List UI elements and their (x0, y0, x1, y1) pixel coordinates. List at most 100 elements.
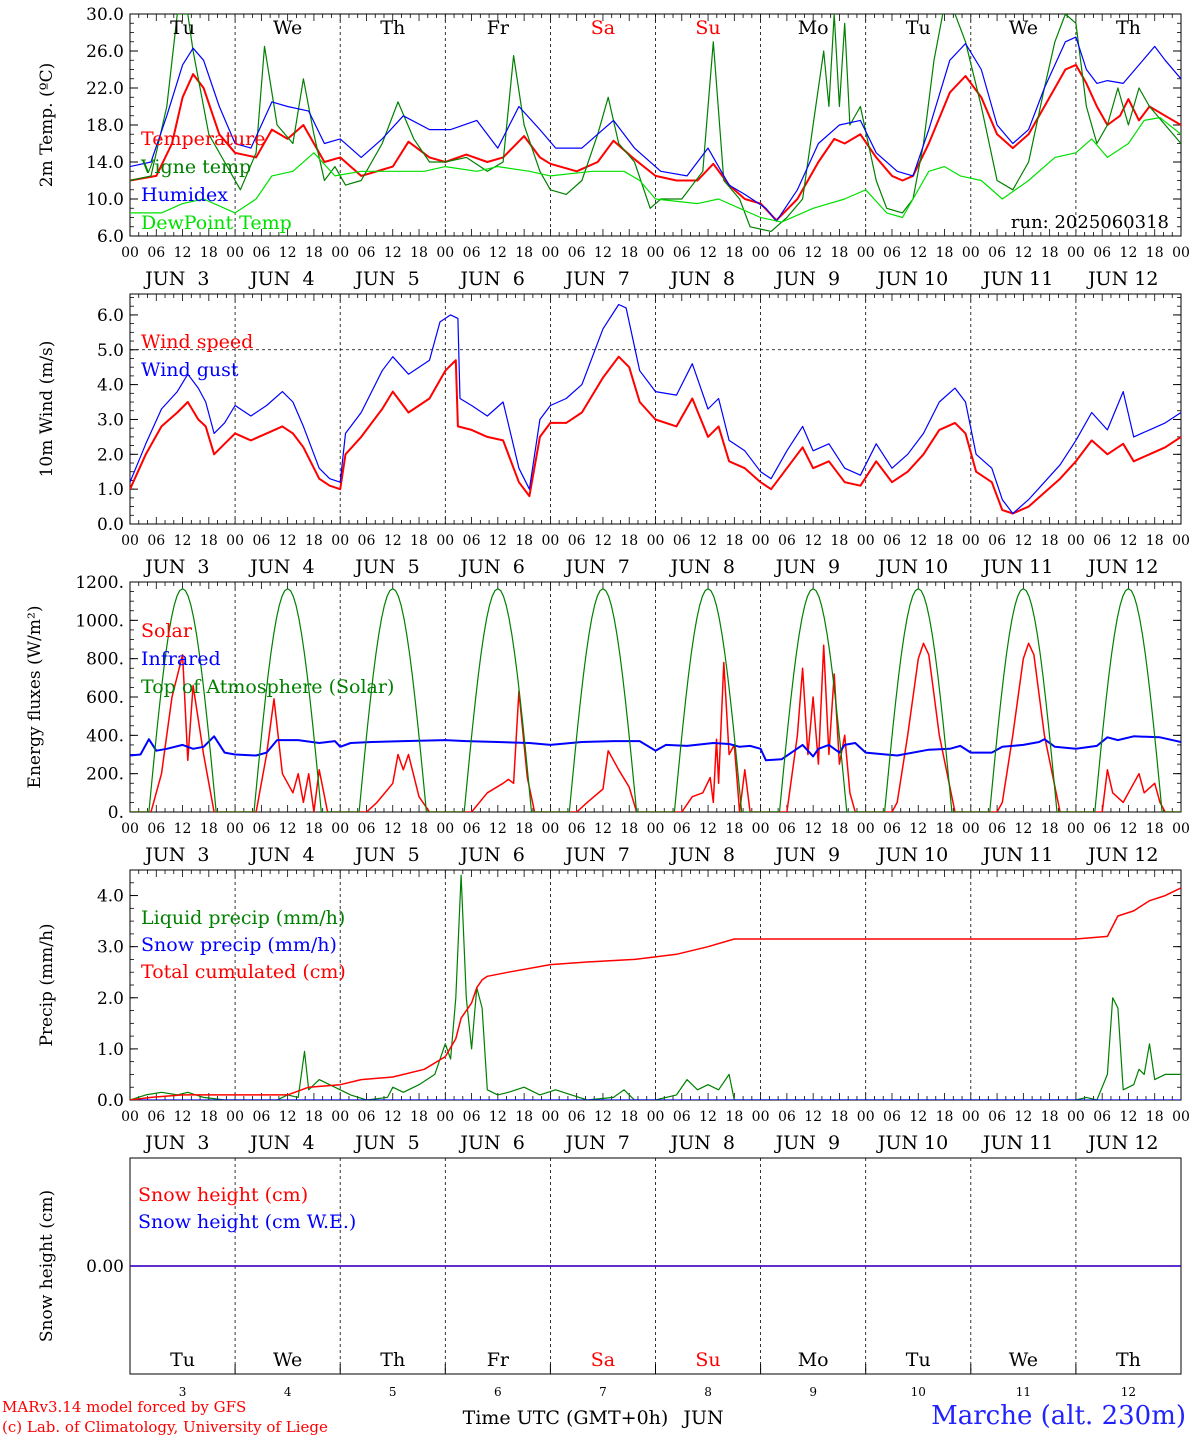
date-label: JUN 4 (248, 268, 314, 290)
date-label: JUN 7 (563, 1132, 629, 1154)
hour-label: 00 (331, 533, 349, 549)
legend-wind-gust: Wind gust (141, 359, 239, 381)
hour-label: 12 (1014, 821, 1032, 837)
y-tick-label: 0. (108, 803, 124, 823)
weekday-label: Sa (591, 17, 615, 39)
panel-4: 0.0 1.0 2.0 3.0 4.0 Precip (mm/h) Liquid preci… (37, 869, 1190, 1154)
series-dewpoint-temp (130, 117, 1181, 223)
hour-label: 12 (489, 245, 507, 261)
run-annotation: run: 2025060318 (1011, 212, 1169, 233)
weekday-label: Fr (487, 17, 510, 39)
series-top-of-atmosphere-solar (130, 588, 1181, 812)
legend-total-cumulated-cm: Total cumulated (cm) (141, 961, 346, 983)
date-label: JUN 7 (563, 556, 629, 578)
hour-label: 18 (1146, 1109, 1164, 1125)
y-tick-label: 18.0 (86, 116, 124, 136)
hour-label: 18 (305, 821, 323, 837)
hour-label: 12 (1120, 245, 1138, 261)
hour-label: 18 (200, 533, 218, 549)
hour-label: 18 (305, 245, 323, 261)
hour-label: 06 (988, 1109, 1006, 1125)
hour-label: 00 (1172, 821, 1190, 837)
hour-label: 12 (279, 245, 297, 261)
legend-liquid-precip-mm-h: Liquid precip (mm/h) (141, 907, 345, 929)
footer-credit-line: (c) Lab. of Climatology, University of L… (2, 1418, 328, 1436)
hour-label: 18 (620, 533, 638, 549)
hour-label: 00 (752, 821, 770, 837)
hour-label: 06 (673, 245, 691, 261)
weekday-label: We (273, 1349, 302, 1371)
hour-label: 00 (962, 533, 980, 549)
hour-label: 12 (1120, 821, 1138, 837)
date-label: JUN 10 (876, 556, 948, 578)
y-tick-label: 4.0 (97, 376, 124, 396)
y-tick-label: 0.0 (97, 1091, 124, 1111)
y-tick-label: 6.0 (97, 306, 124, 326)
weekday-label: Mo (798, 17, 829, 39)
y-tick-label: 3.0 (97, 410, 124, 430)
hour-label: 06 (988, 245, 1006, 261)
day-number-label: 4 (284, 1385, 292, 1399)
hour-label: 18 (831, 821, 849, 837)
date-label: JUN 12 (1086, 844, 1158, 866)
hour-label: 06 (673, 1109, 691, 1125)
day-number-label: 3 (179, 1385, 187, 1399)
y-tick-label: 3.0 (97, 938, 124, 958)
date-label: JUN 5 (353, 268, 419, 290)
hour-label: 00 (121, 533, 139, 549)
x-axis-month: JUN (681, 1407, 723, 1429)
hour-label: 00 (857, 821, 875, 837)
date-label: JUN 10 (876, 844, 948, 866)
hour-label: 00 (121, 821, 139, 837)
weekday-label: Sa (591, 1349, 615, 1371)
weekday-label: Mo (798, 1349, 829, 1371)
hour-label: 06 (463, 245, 481, 261)
date-label: JUN 8 (669, 268, 735, 290)
hour-label: 00 (121, 1109, 139, 1125)
hour-label: 00 (1067, 1109, 1085, 1125)
hour-label: 00 (436, 821, 454, 837)
legend-solar: Solar (141, 620, 193, 642)
hour-label: 06 (463, 821, 481, 837)
hour-label: 12 (174, 245, 192, 261)
legend-dewpoint-temp: DewPoint Temp (141, 212, 292, 234)
y-axis-label: 2m Temp. (ºC) (37, 63, 57, 188)
date-label: JUN 5 (353, 844, 419, 866)
hour-label: 00 (962, 245, 980, 261)
hour-label: 06 (358, 821, 376, 837)
hour-label: 06 (463, 533, 481, 549)
hour-label: 18 (1146, 245, 1164, 261)
hour-label: 06 (673, 533, 691, 549)
hour-label: 18 (200, 821, 218, 837)
hour-label: 00 (857, 245, 875, 261)
date-label: JUN 12 (1086, 1132, 1158, 1154)
hour-label: 06 (252, 245, 270, 261)
y-tick-label: 0.0 (97, 515, 124, 535)
hour-label: 12 (594, 821, 612, 837)
legend-snow-height-cm: Snow height (cm) (138, 1184, 308, 1206)
date-label: JUN 4 (248, 556, 314, 578)
date-label: JUN 3 (143, 268, 209, 290)
hour-label: 06 (883, 1109, 901, 1125)
series-humidex (130, 36, 1181, 222)
hour-label: 00 (1172, 533, 1190, 549)
hour-label: 18 (1041, 245, 1059, 261)
hour-label: 06 (1093, 821, 1111, 837)
legend-top-of-atmosphere-solar: Top of Atmosphere (Solar) (141, 676, 394, 698)
hour-label: 18 (620, 1109, 638, 1125)
hour-label: 00 (857, 533, 875, 549)
date-label: JUN 3 (143, 844, 209, 866)
hour-label: 00 (226, 245, 244, 261)
y-tick-label: 200. (86, 765, 124, 785)
hour-label: 12 (1014, 533, 1032, 549)
y-tick-label: 14.0 (86, 153, 124, 173)
hour-label: 12 (174, 533, 192, 549)
date-label: JUN 4 (248, 844, 314, 866)
hour-label: 12 (909, 533, 927, 549)
legend-wind-speed: Wind speed (141, 331, 253, 353)
y-axis-label: 10m Wind (m/s) (37, 341, 57, 478)
day-number-label: 7 (599, 1385, 607, 1399)
series-infrared (130, 735, 1181, 762)
hour-label: 18 (936, 533, 954, 549)
weekday-label: We (1009, 1349, 1038, 1371)
